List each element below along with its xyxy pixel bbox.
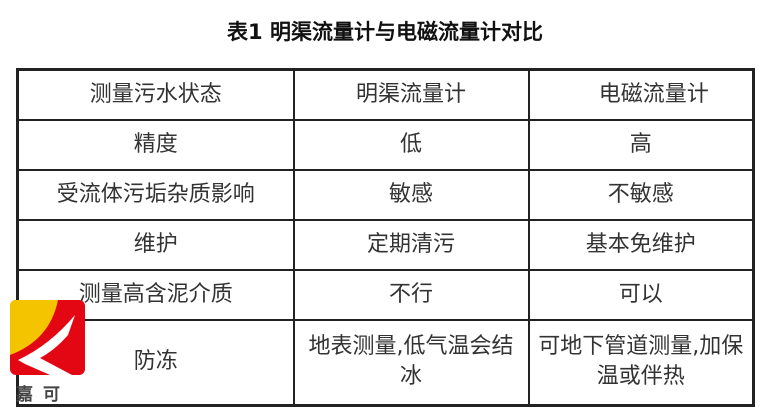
header-cell: 明渠流量计 xyxy=(292,68,530,121)
table-row: 精度 低 高 xyxy=(16,118,755,171)
table-header-row: 测量污水状态 明渠流量计 电磁流量计 xyxy=(16,68,755,121)
table-row: 防冻 地表测量,低气温会结冰 可地下管道测量,加保温或伴热 xyxy=(16,318,755,407)
table-row: 测量高含泥介质 不行 可以 xyxy=(16,268,755,321)
table-title: 表1 明渠流量计与电磁流量计对比 xyxy=(227,20,543,44)
table-cell: 不行 xyxy=(292,268,530,321)
table-cell: 敏感 xyxy=(292,168,530,221)
table-cell: 低 xyxy=(292,118,530,171)
table-cell: 精度 xyxy=(16,118,295,171)
table-cell: 不敏感 xyxy=(527,168,755,221)
table-cell: 定期清污 xyxy=(292,218,530,271)
table-cell: 高 xyxy=(527,118,755,171)
table-cell: 维护 xyxy=(16,218,295,271)
svg-text:嘉可: 嘉可 xyxy=(15,384,70,405)
table-row: 受流体污垢杂质影响 敏感 不敏感 xyxy=(16,168,755,221)
jiake-logo: 嘉可 xyxy=(10,300,85,405)
table-cell: 可以 xyxy=(527,268,755,321)
logo-yellow-arc xyxy=(10,300,58,355)
header-cell: 电磁流量计 xyxy=(527,68,755,121)
table-cell: 地表测量,低气温会结冰 xyxy=(292,318,530,407)
header-cell: 测量污水状态 xyxy=(16,68,295,121)
table-cell: 基本免维护 xyxy=(527,218,755,271)
table-cell: 受流体污垢杂质影响 xyxy=(16,168,295,221)
logo-k-shape xyxy=(18,315,75,375)
comparison-table: 测量污水状态 明渠流量计 电磁流量计 精度 低 高 受流体污垢杂质影响 敏感 不… xyxy=(16,68,755,407)
table-cell: 可地下管道测量,加保温或伴热 xyxy=(527,318,755,407)
table-row: 维护 定期清污 基本免维护 xyxy=(16,218,755,271)
